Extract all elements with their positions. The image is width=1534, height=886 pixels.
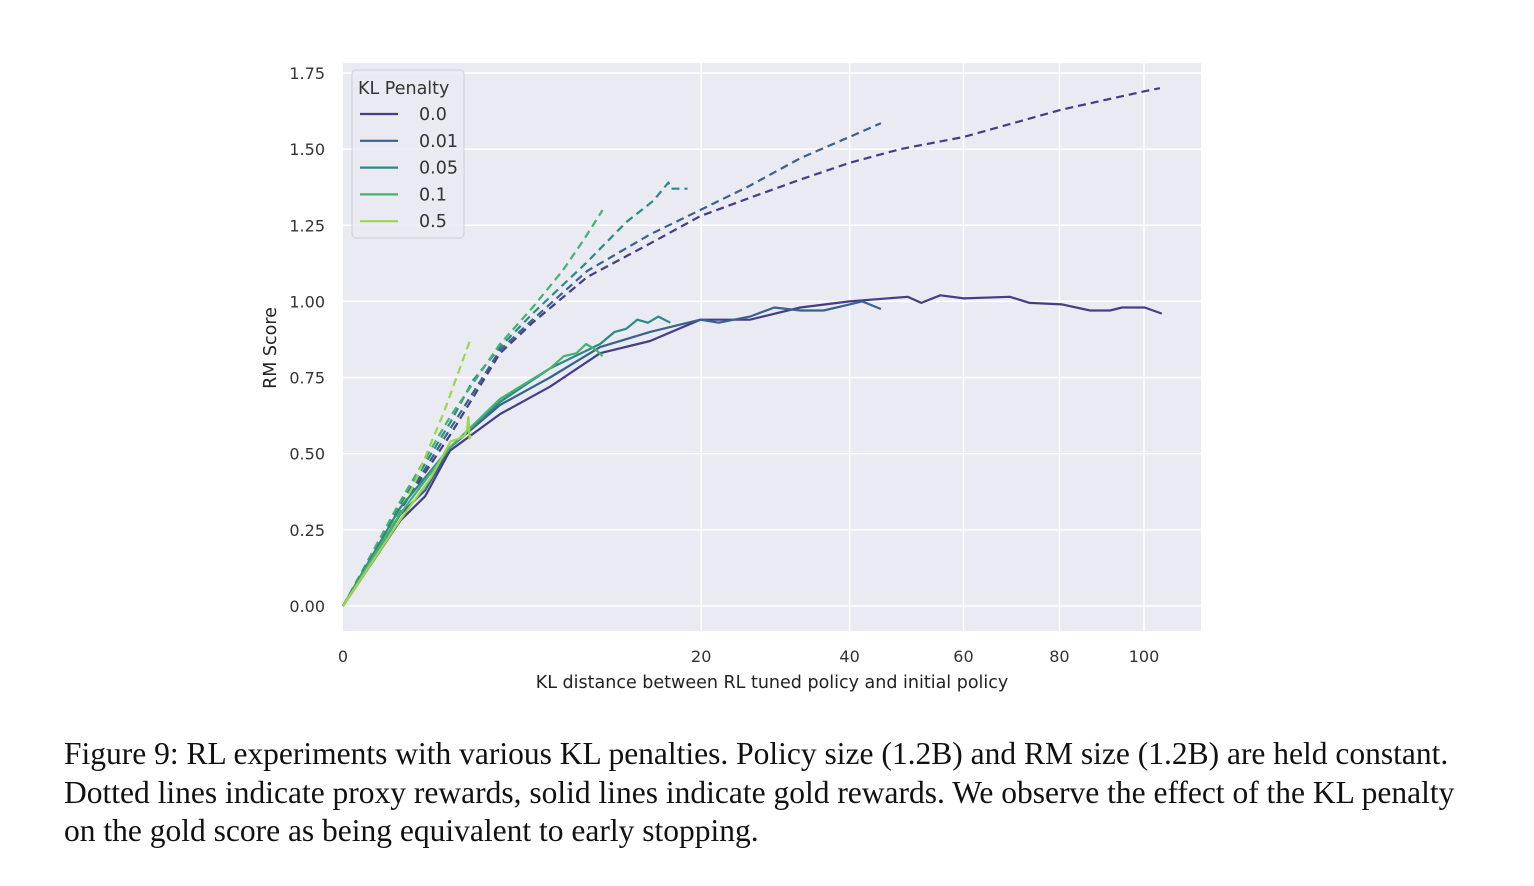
- series-line-proxy-0_05: [342, 181, 688, 607]
- x-tick-label: 20: [691, 647, 711, 666]
- x-tick-label: 40: [839, 647, 859, 666]
- chart: 0 20 40 60 80 100 0.00 0.25 0.50 0.75 1.00 1.25 1.50…: [261, 63, 1201, 693]
- figure-caption: Figure 9: RL experiments with various KL…: [64, 736, 1455, 848]
- legend-box: [351, 69, 465, 239]
- legend-title: KL Penalty: [358, 79, 449, 99]
- series-line-proxy-0_0: [342, 87, 1161, 607]
- legend-label: 0.01: [419, 132, 458, 152]
- y-tick-label: 0.25: [289, 521, 325, 540]
- x-axis-label: KL distance between RL tuned policy and …: [536, 673, 1008, 693]
- series-lines: [342, 87, 1163, 607]
- y-tick-label: 1.00: [289, 292, 325, 311]
- legend-label: 0.05: [419, 159, 458, 179]
- legend-label: 0.1: [419, 185, 447, 205]
- x-tick-label: 100: [1129, 647, 1160, 666]
- tick-labels: 0 20 40 60 80 100 0.00 0.25 0.50 0.75 1.00 1.25 1.50…: [289, 64, 1159, 666]
- series-line-gold-0_1: [342, 342, 604, 607]
- series-line-gold-0_01: [342, 300, 882, 607]
- x-tick-label: 80: [1049, 647, 1069, 666]
- y-axis-label: RM Score: [261, 307, 281, 389]
- series-line-gold-0_5: [342, 416, 472, 607]
- legend-label: 0.0: [419, 105, 447, 125]
- series-line-proxy-0_1: [342, 209, 604, 607]
- legend-label: 0.5: [419, 212, 447, 232]
- series-line-gold-0_0: [342, 294, 1163, 607]
- grid: [343, 63, 1201, 631]
- x-tick-label: 0: [338, 647, 348, 666]
- y-tick-label: 1.25: [289, 216, 325, 235]
- y-tick-label: 0.00: [289, 597, 325, 616]
- y-tick-label: 1.75: [289, 64, 325, 83]
- y-tick-label: 1.50: [289, 140, 325, 159]
- y-tick-label: 0.75: [289, 369, 325, 388]
- legend: KL Penalty 0.0 0.01 0.05 0.1 0.5: [351, 69, 465, 239]
- x-tick-label: 60: [953, 647, 973, 666]
- y-tick-label: 0.50: [289, 445, 325, 464]
- plot-background: [343, 63, 1201, 631]
- series-line-proxy-0_01: [342, 122, 882, 607]
